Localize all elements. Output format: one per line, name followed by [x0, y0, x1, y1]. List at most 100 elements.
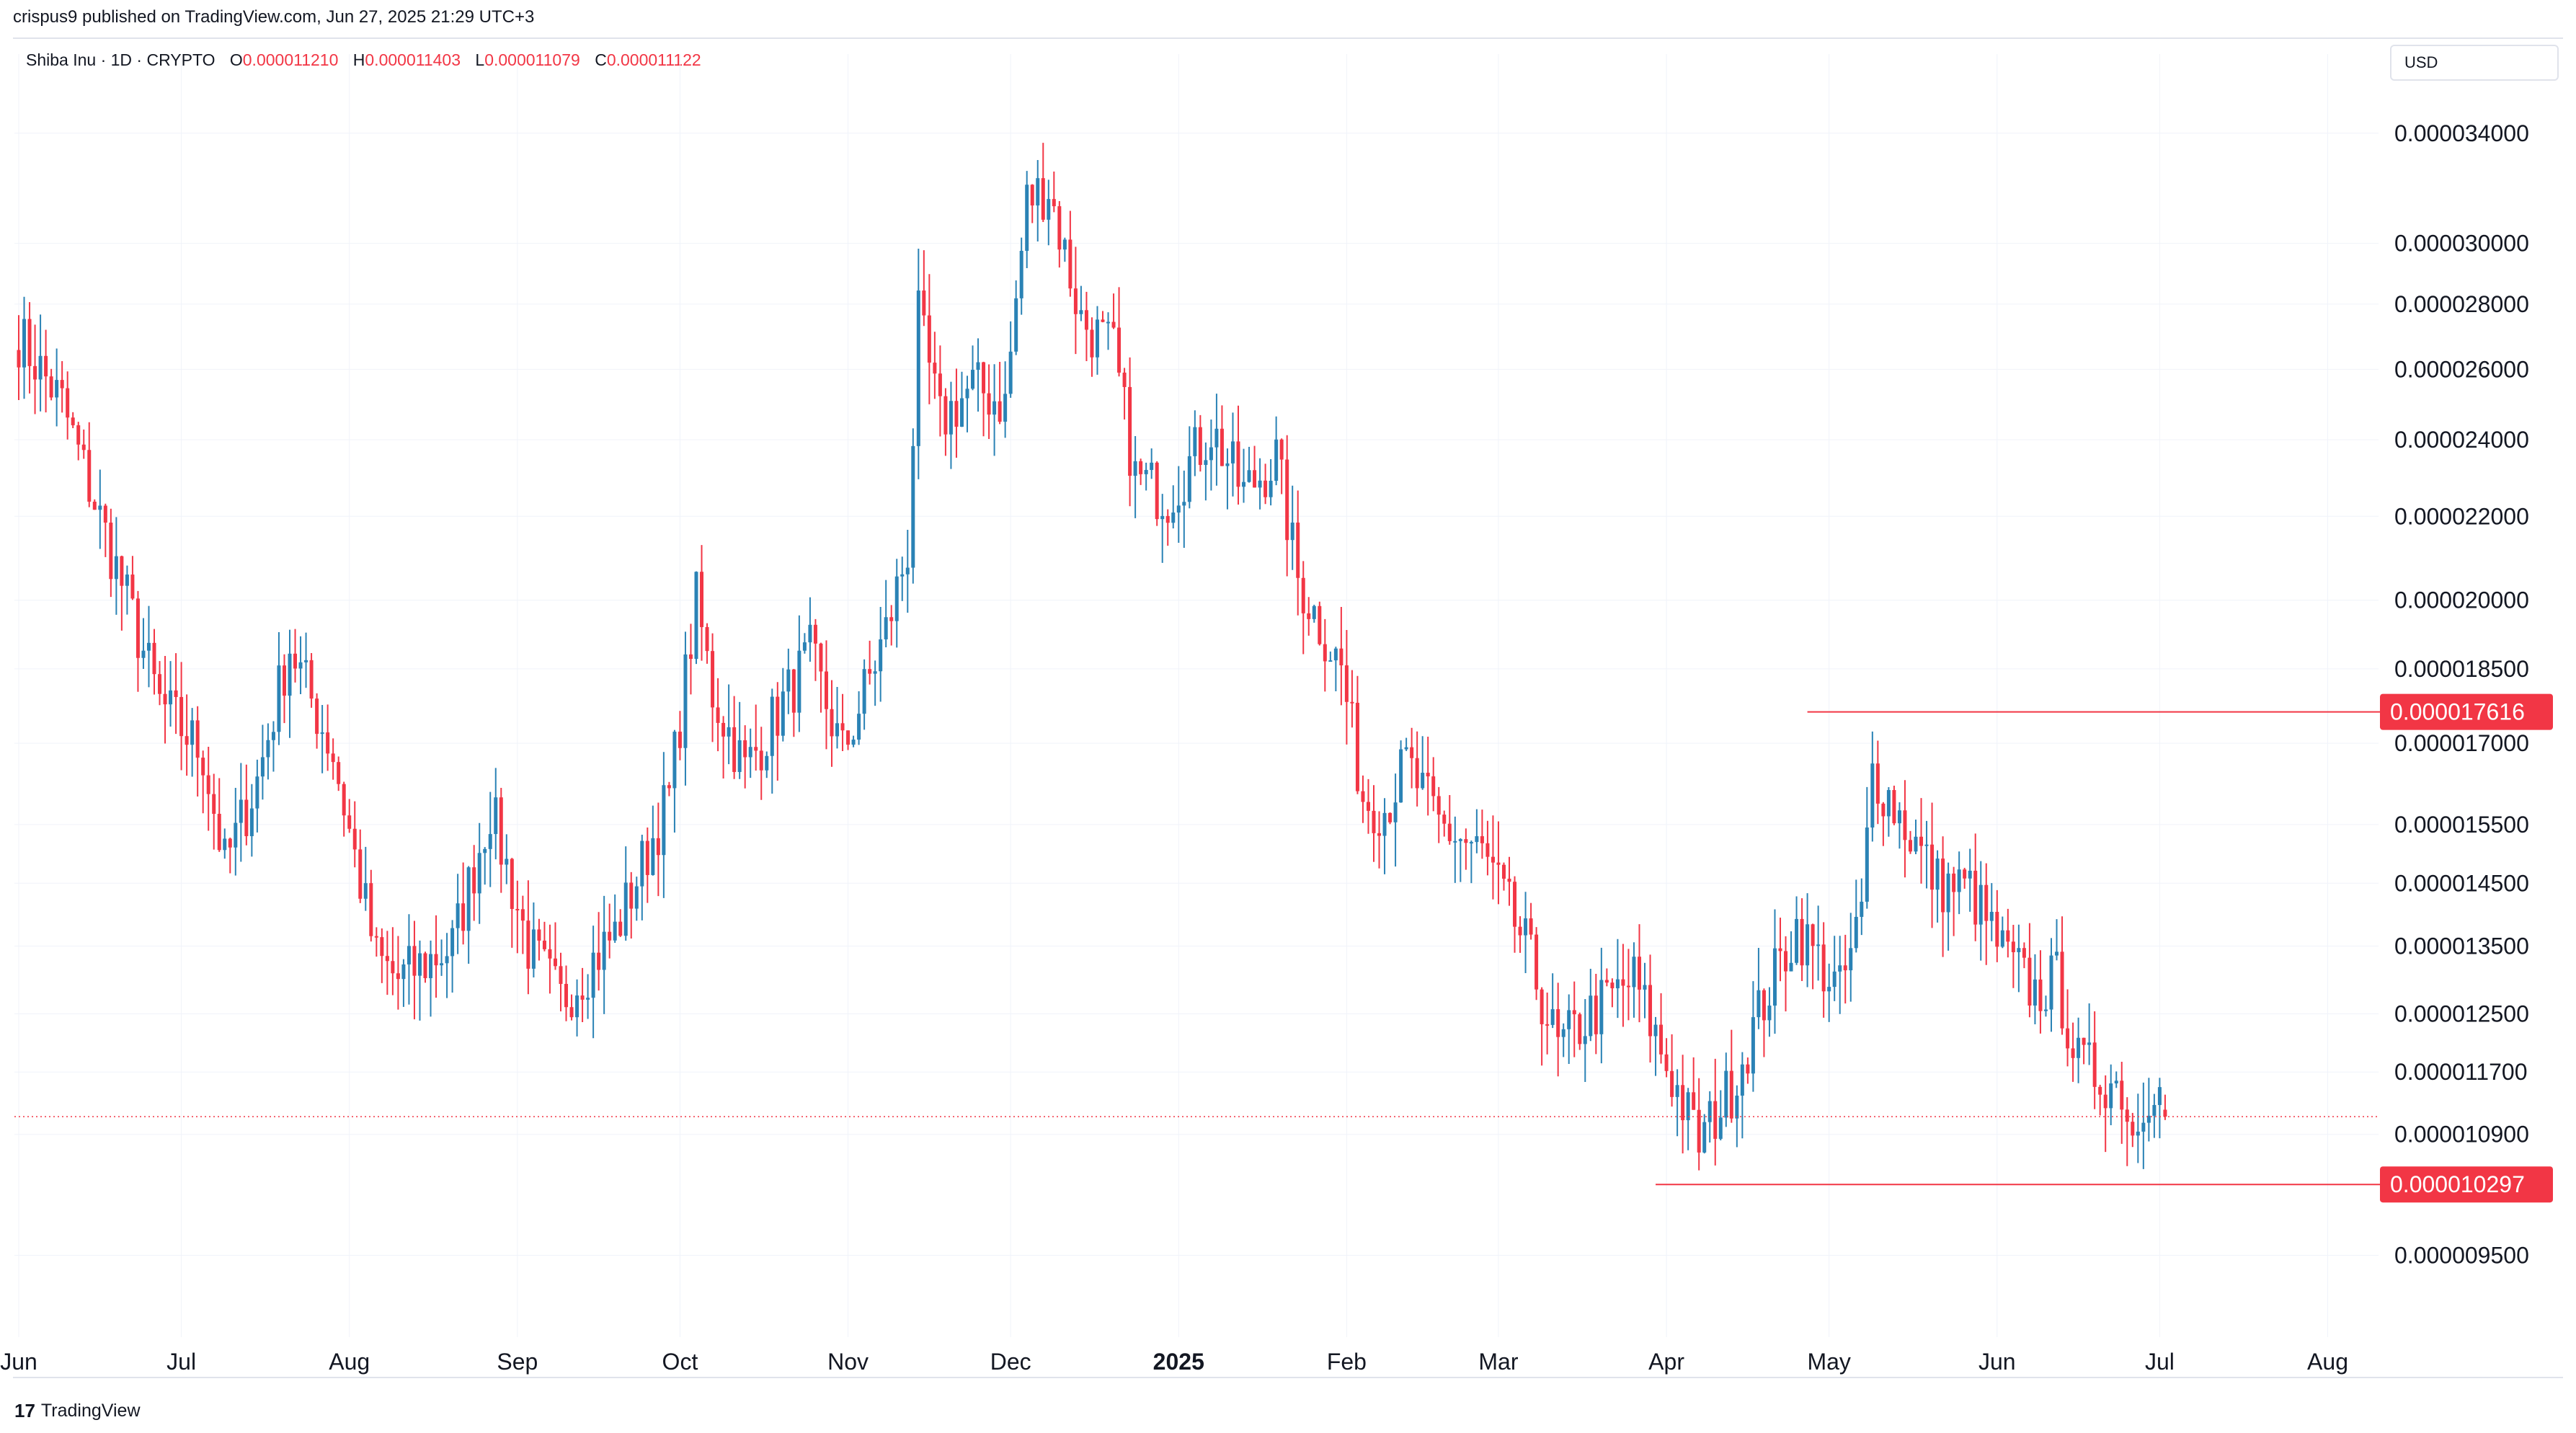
candle-body [1047, 199, 1051, 220]
candle-body [81, 444, 86, 451]
candle-body [352, 828, 357, 850]
candle-body [146, 642, 151, 651]
candle-body [1599, 980, 1604, 1034]
candle-body [938, 373, 942, 396]
time-tick-label: Jun [1978, 1349, 2016, 1375]
candle-body [992, 401, 997, 415]
candle-body [1436, 796, 1441, 815]
candle-body [531, 929, 536, 969]
candle-body [38, 355, 43, 380]
candle-body [857, 714, 861, 740]
candle-body [1875, 763, 1880, 804]
candle-body [1529, 918, 1533, 935]
candle-body [2049, 955, 2053, 1010]
candle-body [678, 732, 682, 748]
candle-body [949, 401, 953, 435]
candle-body [1707, 1101, 1712, 1122]
price-tick-label: 0.000014500 [2394, 870, 2529, 896]
candle-body [1458, 839, 1462, 841]
candle-body [190, 720, 195, 745]
candle-body [770, 696, 774, 756]
candle-body [900, 574, 905, 577]
candle-body [1659, 1024, 1664, 1055]
price-tag[interactable] [2380, 693, 2553, 730]
price-axis[interactable]: 0.000034000 0.000030000 0.000028000 0.00002… [2394, 120, 2529, 1269]
candle-body [434, 954, 438, 966]
candle-body [2120, 1081, 2124, 1110]
candle-body [629, 882, 634, 909]
candle-body [1388, 812, 1393, 822]
candle-body [2006, 930, 2010, 942]
candle-body [304, 660, 308, 662]
candle-body [879, 639, 883, 672]
candle-body [293, 653, 298, 669]
candle-body [234, 822, 238, 848]
candle-body [2087, 1042, 2092, 1045]
tradingview-logo[interactable]: 17 TradingView [14, 1400, 141, 1422]
candle-body [1540, 989, 1544, 1024]
candle-body [537, 929, 541, 941]
candle-body [727, 727, 731, 737]
price-tick-label: 0.000017000 [2394, 730, 2529, 756]
price-tag[interactable] [2380, 1166, 2553, 1203]
candle-body [868, 669, 872, 674]
candle-body [520, 909, 525, 921]
candle-body [2022, 948, 2026, 958]
time-axis[interactable]: Jun Jul Aug Sep Oct Nov Dec 2025 Feb Mar Apr May Jun… [0, 1349, 2348, 1375]
chart-frame[interactable] [13, 37, 2563, 1378]
candle-body [1924, 844, 1929, 846]
price-tick-label: 0.000028000 [2394, 291, 2529, 317]
candle-body [1198, 427, 1202, 465]
candle-body [1003, 394, 1008, 422]
candle-body [559, 966, 563, 984]
candle-body [922, 290, 926, 316]
candle-body [634, 886, 639, 909]
candle-body [499, 797, 503, 865]
candle-body [2060, 951, 2064, 1029]
candle-body [1187, 456, 1191, 502]
candle-body [1615, 979, 1620, 989]
candle-body [130, 574, 135, 599]
candle-body [125, 574, 129, 586]
candle-body [396, 973, 400, 980]
candle-body [185, 736, 189, 745]
candle-body [580, 995, 585, 1000]
candle-body [1442, 815, 1447, 824]
candle-body [2157, 1087, 2162, 1105]
currency-selector[interactable]: USD [2390, 45, 2559, 81]
candle-body [271, 732, 275, 740]
symbol-title[interactable]: Shiba Inu · 1D · CRYPTO [26, 50, 216, 69]
candle-body [2152, 1104, 2157, 1116]
candle-body [851, 740, 856, 745]
candle-body [2131, 1122, 2135, 1136]
price-tick-label: 0.000013500 [2394, 933, 2529, 959]
candle-body [141, 650, 146, 658]
candle-body [49, 376, 53, 398]
candle-body [1637, 957, 1641, 990]
candle-body [1122, 372, 1127, 387]
candle-body [1973, 870, 1978, 925]
time-tick-label: Aug [329, 1349, 370, 1375]
candle-body [1604, 980, 1609, 983]
price-tick-label: 0.000011700 [2394, 1059, 2527, 1085]
candle-body [1648, 985, 1653, 1037]
publish-line: crispus9 published on TradingView.com, J… [13, 7, 535, 27]
candle-body [1697, 1109, 1701, 1153]
candle-body [1095, 319, 1099, 358]
candles [17, 143, 2167, 1171]
candle-body [1111, 321, 1116, 328]
candle-body [385, 956, 389, 962]
candle-body [943, 396, 948, 435]
candle-body [412, 946, 417, 976]
candle-body [591, 952, 595, 998]
candle-body [905, 567, 910, 574]
candle-body [737, 740, 742, 772]
candle-body [759, 750, 763, 771]
candle-body [2000, 930, 2004, 947]
candle-body [347, 815, 352, 829]
candle-body [92, 501, 97, 510]
candle-body [228, 838, 232, 848]
candle-body [1978, 884, 1983, 925]
candle-body [1795, 918, 1799, 963]
